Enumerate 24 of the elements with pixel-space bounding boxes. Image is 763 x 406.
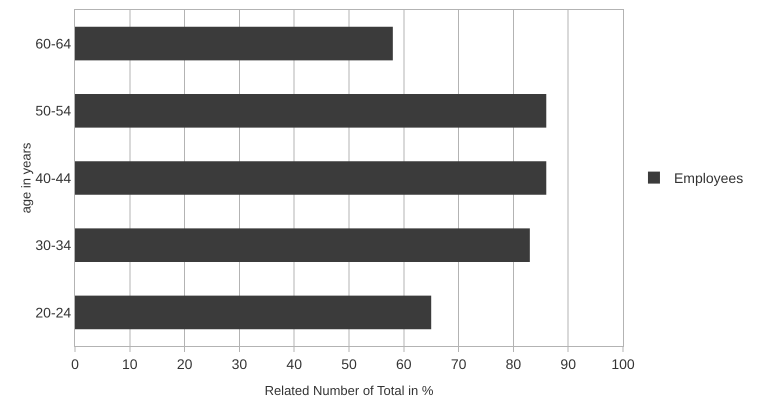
x-tick-label: 10 [122, 356, 138, 372]
x-tick-label: 100 [611, 356, 635, 372]
x-tick-label: 90 [560, 356, 576, 372]
x-axis-title: Related Number of Total in % [264, 383, 434, 398]
y-tick-label: 50-54 [35, 102, 72, 119]
y-tick-label: 30-34 [35, 237, 72, 254]
x-tick-label: 60 [396, 356, 412, 372]
bar [75, 26, 393, 60]
x-tick-label: 30 [232, 356, 248, 372]
x-tick-label: 40 [286, 356, 302, 372]
x-tick-label: 20 [176, 356, 193, 372]
bar [75, 161, 546, 195]
bar [75, 94, 546, 128]
legend-label: Employees [674, 170, 744, 186]
x-tick-label: 50 [341, 356, 357, 372]
y-tick-label: 60-64 [35, 36, 72, 52]
y-tick-label: 40-44 [35, 170, 72, 186]
y-tick-label: 20-24 [35, 304, 72, 320]
y-axis-title: age in years [18, 142, 34, 214]
bar [75, 296, 432, 330]
x-tick-label: 70 [450, 356, 467, 372]
x-tick-label: 0 [71, 356, 80, 372]
x-tick-label: 80 [506, 356, 522, 372]
bar [75, 228, 530, 262]
